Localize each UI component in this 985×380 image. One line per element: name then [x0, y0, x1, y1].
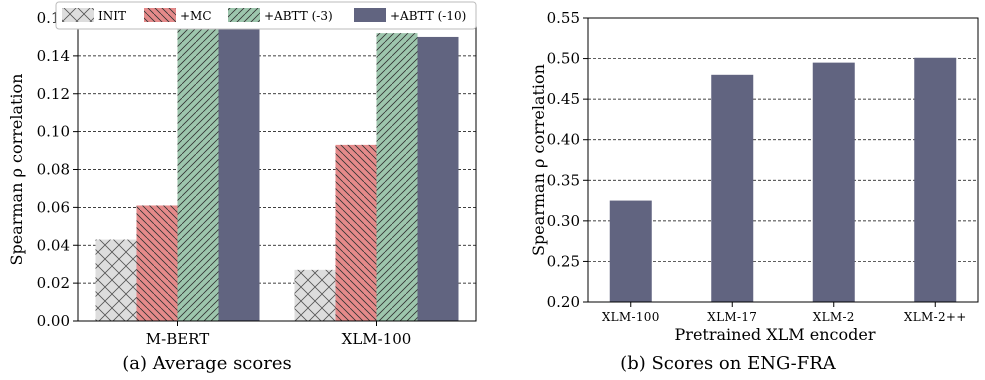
bar-hatch: [136, 205, 178, 321]
bar: [711, 74, 754, 302]
y-tick-label: 0.14: [37, 47, 70, 65]
chart-a-caption: (a) Average scores: [122, 353, 291, 374]
bar-hatch: [95, 239, 137, 321]
y-tick-label: 0.50: [547, 50, 580, 68]
chart-a-y-ticks: 0.000.020.040.060.080.100.120.140.16: [37, 9, 78, 330]
legend-label: +ABTT (-10): [390, 9, 466, 23]
legend-swatch-hatch: [144, 8, 176, 22]
chart-average-scores: 0.000.020.040.060.080.100.120.140.16 M-B…: [7, 1, 477, 374]
y-tick-label: 0.12: [37, 85, 70, 103]
x-tick-label: M-BERT: [146, 330, 209, 348]
chart-b-frame: [587, 17, 979, 303]
legend-label: +ABTT (-3): [264, 9, 333, 23]
chart-eng-fra-scores: 0.20 0.25 0.30 0.35 0.40 0.45 0.50 0.55 XLM-100…: [529, 9, 979, 374]
y-tick-label: 0.08: [37, 161, 70, 179]
y-tick-label: 0.06: [37, 198, 70, 216]
y-tick-label: 0.04: [37, 236, 70, 254]
y-tick-label: 0.25: [547, 252, 580, 270]
legend-label: +MC: [180, 9, 212, 23]
bar: [417, 36, 459, 321]
y-tick-label: 0.45: [547, 90, 580, 108]
bar-hatch: [335, 144, 377, 321]
bar-hatch: [294, 269, 336, 321]
chart-a-y-axis-label: Spearman ρ correlation: [7, 74, 26, 266]
x-tick-label: XLM-2: [813, 310, 855, 324]
bar: [914, 57, 957, 303]
x-tick-label: XLM-100: [342, 330, 412, 348]
chart-b-bars: [609, 57, 957, 303]
chart-b-caption: (b) Scores on ENG-FRA: [620, 353, 837, 374]
bar-hatch: [376, 33, 418, 322]
chart-b-x-axis-label: Pretrained XLM encoder: [675, 325, 876, 344]
y-tick-label: 0.35: [547, 171, 580, 189]
chart-b-gridlines: [588, 58, 978, 262]
y-tick-label: 0.10: [37, 123, 70, 141]
y-tick-label: 0.20: [547, 293, 580, 311]
x-tick-label: XLM-100: [602, 310, 660, 324]
chart-b-y-axis-label: Spearman ρ correlation: [529, 64, 548, 256]
chart-b-x-ticks: XLM-100 XLM-17 XLM-2 XLM-2++: [602, 302, 967, 324]
y-tick-label: 0.40: [547, 131, 580, 149]
legend-swatch-hatch: [228, 8, 260, 22]
bar: [609, 200, 652, 302]
legend-swatch: [354, 8, 386, 22]
bar-hatch: [177, 18, 219, 321]
chart-a-legend: INIT +MC +ABTT (-3) +ABTT (-10): [55, 1, 477, 30]
legend-swatch-hatch: [62, 8, 94, 22]
y-tick-label: 0.00: [37, 312, 70, 330]
y-tick-label: 0.02: [37, 274, 70, 292]
y-tick-label: 0.30: [547, 212, 580, 230]
chart-a-x-ticks: M-BERT XLM-100: [146, 321, 412, 348]
bar: [812, 62, 855, 302]
y-tick-label: 0.55: [547, 9, 580, 27]
bar: [218, 18, 260, 321]
chart-b-y-ticks: 0.20 0.25 0.30 0.35 0.40 0.45 0.50 0.55: [547, 9, 588, 311]
chart-a-bars: [95, 18, 459, 322]
legend-label: INIT: [98, 9, 126, 23]
x-tick-label: XLM-17: [707, 310, 757, 324]
x-tick-label: XLM-2++: [904, 310, 967, 324]
